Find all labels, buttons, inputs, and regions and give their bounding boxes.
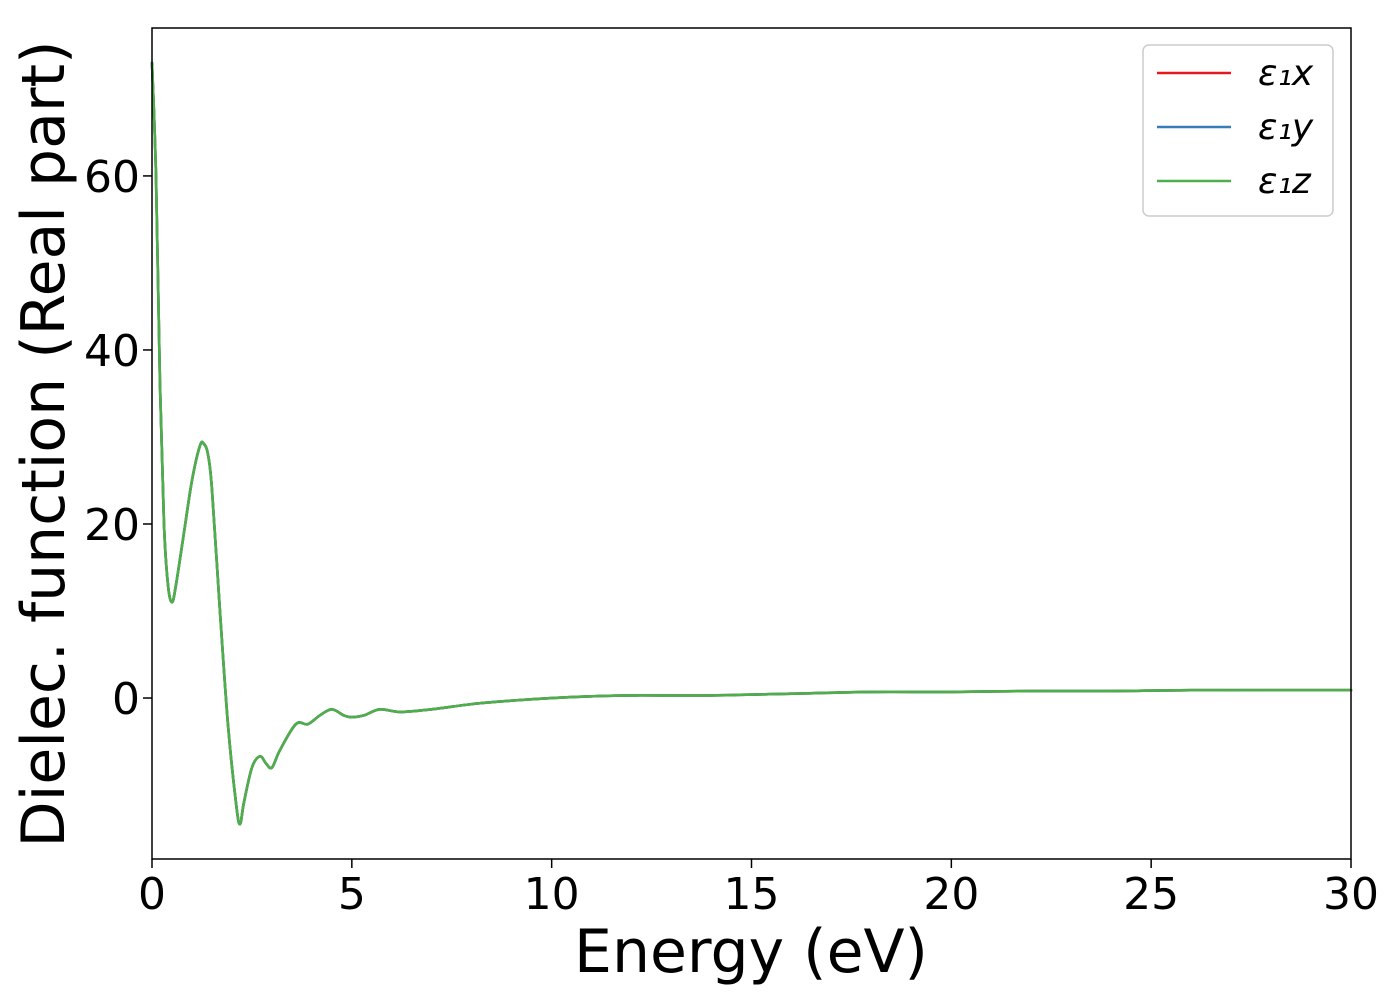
y-tick-label: 40 — [84, 326, 140, 377]
y-axis: 0 20 40 60 — [84, 152, 152, 725]
y-tick-label: 20 — [84, 500, 140, 551]
x-axis: 0 5 10 15 20 25 30 — [138, 859, 1379, 920]
legend-label-2: ε₁y — [1258, 107, 1314, 148]
legend: ε₁x ε₁y ε₁z — [1142, 44, 1334, 217]
series-layer — [150, 61, 1353, 826]
legend-items: ε₁x ε₁y ε₁z — [1157, 53, 1314, 202]
y-axis-title: Dielec. function (Real part) — [9, 41, 79, 848]
x-axis-title: Energy (eV) — [574, 917, 928, 987]
y-tick-label: 0 — [112, 674, 140, 725]
legend-box — [1142, 44, 1334, 217]
legend-label-3: ε₁z — [1258, 161, 1312, 202]
x-tick-label: 30 — [1323, 869, 1379, 920]
x-tick-label: 25 — [1123, 869, 1179, 920]
legend-label-1: ε₁x — [1258, 53, 1314, 94]
x-tick-label: 15 — [724, 869, 780, 920]
y-tick-label: 60 — [84, 152, 140, 203]
x-tick-label: 0 — [138, 869, 166, 920]
x-tick-label: 5 — [338, 869, 366, 920]
series-line-3 — [150, 61, 1353, 826]
x-tick-label: 10 — [524, 869, 580, 920]
x-tick-label: 20 — [923, 869, 979, 920]
